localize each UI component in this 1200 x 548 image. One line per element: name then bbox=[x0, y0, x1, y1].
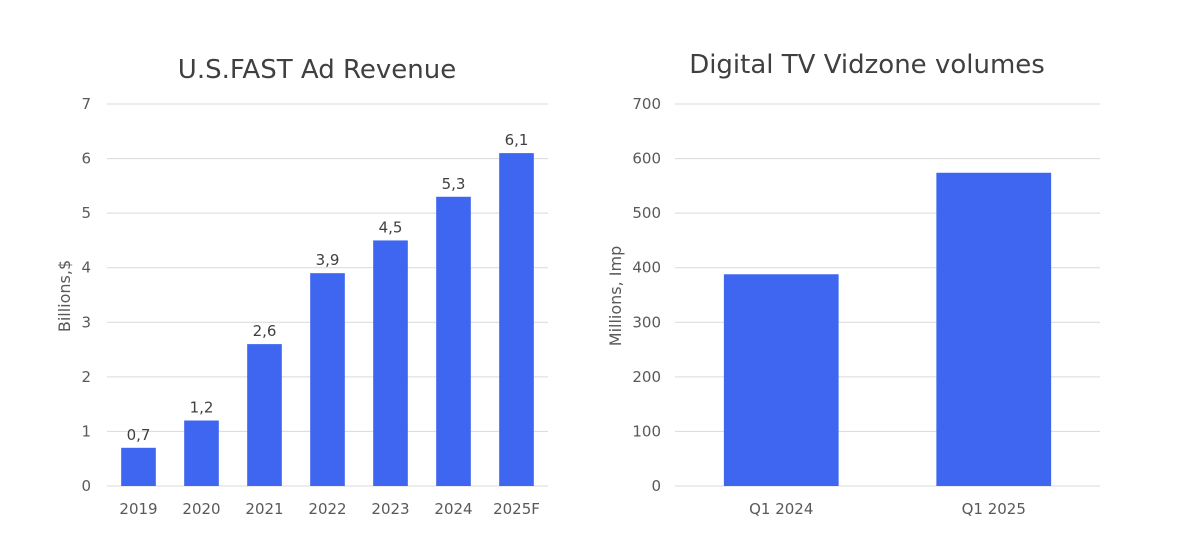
x-tick-label: 2023 bbox=[371, 500, 409, 518]
bar bbox=[310, 273, 345, 486]
bar-value-label: 1,2 bbox=[190, 399, 214, 417]
x-tick-label: Q1 2024 bbox=[749, 500, 813, 518]
x-tick-label: 2021 bbox=[245, 500, 283, 518]
y-tick-label: 7 bbox=[81, 95, 91, 113]
bar-value-label: 2,6 bbox=[253, 322, 277, 340]
bar bbox=[121, 447, 156, 486]
x-tick-label: 2025F bbox=[493, 500, 540, 518]
bar bbox=[373, 240, 408, 486]
y-tick-label: 1 bbox=[81, 422, 91, 440]
bar-value-label: 6,1 bbox=[505, 131, 529, 149]
fast-ad-revenue-chart: U.S.FAST Ad Revenue Billions,$ 0 1 2 3 4 5 6 7 2… bbox=[55, 55, 548, 518]
y-tick-label: 500 bbox=[632, 204, 661, 222]
y-tick-label: 2 bbox=[81, 368, 91, 386]
x-tick-label: Q1 2025 bbox=[962, 500, 1026, 518]
bar bbox=[184, 420, 219, 486]
y-tick-label: 300 bbox=[632, 313, 661, 331]
bar bbox=[499, 153, 534, 486]
x-tick-label: 2019 bbox=[119, 500, 157, 518]
y-tick-label: 3 bbox=[81, 313, 91, 331]
bar-value-label: 5,3 bbox=[442, 175, 466, 193]
y-tick-label: 0 bbox=[651, 477, 661, 495]
bar bbox=[723, 274, 839, 486]
bar bbox=[247, 344, 282, 486]
bar-value-label: 0,7 bbox=[127, 426, 151, 444]
x-tick-label: 2022 bbox=[308, 500, 346, 518]
y-axis-title: Millions, Imp bbox=[606, 246, 625, 346]
bar bbox=[936, 172, 1052, 486]
y-tick-label: 200 bbox=[632, 368, 661, 386]
y-tick-label: 700 bbox=[632, 95, 661, 113]
vidzone-volumes-chart: Digital TV Vidzone volumes Millions, Imp… bbox=[606, 50, 1100, 518]
y-tick-label: 4 bbox=[81, 259, 91, 277]
y-tick-label: 600 bbox=[632, 150, 661, 168]
bar-value-label: 4,5 bbox=[379, 218, 403, 236]
y-tick-label: 6 bbox=[81, 150, 91, 168]
x-tick-label: 2024 bbox=[434, 500, 472, 518]
chart-title: U.S.FAST Ad Revenue bbox=[178, 55, 456, 85]
y-tick-label: 400 bbox=[632, 259, 661, 277]
bar bbox=[436, 196, 471, 486]
y-axis-title: Billions,$ bbox=[55, 260, 74, 332]
chart-title: Digital TV Vidzone volumes bbox=[689, 50, 1045, 80]
y-tick-label: 0 bbox=[81, 477, 91, 495]
bar-value-label: 3,9 bbox=[316, 251, 340, 269]
y-tick-label: 5 bbox=[81, 204, 91, 222]
x-tick-label: 2020 bbox=[182, 500, 220, 518]
y-tick-label: 100 bbox=[632, 422, 661, 440]
